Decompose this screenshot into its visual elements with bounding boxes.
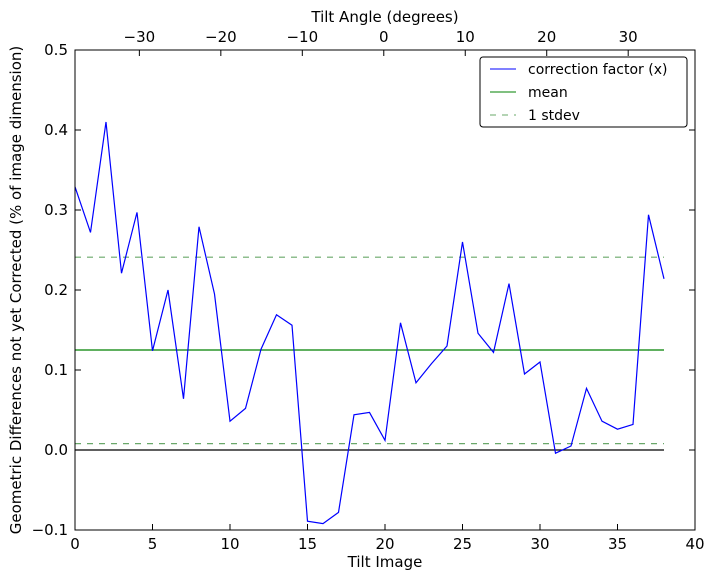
top-tick-label: −10 bbox=[286, 28, 318, 46]
y-axis-label: Geometric Differences not yet Corrected … bbox=[7, 46, 25, 535]
x-tick-label: 5 bbox=[148, 535, 158, 553]
top-axis-label: Tilt Angle (degrees) bbox=[310, 8, 458, 26]
legend-label-mean: mean bbox=[528, 85, 568, 101]
legend-frame bbox=[479, 56, 688, 128]
legend-label-correction: correction factor (x) bbox=[528, 62, 667, 78]
x-axis-label: Tilt Image bbox=[347, 553, 423, 571]
ticks: 0 5 10 15 20 25 30 35 40 −0.1 0.0 0.1 0.2 0.3 0.4 0.5 −3… bbox=[32, 28, 705, 553]
x-tick-label: 20 bbox=[375, 535, 394, 553]
x-tick-label: 30 bbox=[530, 535, 549, 553]
top-tick-label: 0 bbox=[379, 28, 389, 46]
x-tick-label: 35 bbox=[608, 535, 627, 553]
y-tick-label: 0.1 bbox=[44, 361, 68, 379]
y-tick-label: −0.1 bbox=[32, 521, 68, 539]
top-tick-label: 10 bbox=[456, 28, 475, 46]
legend: correction factor (x) mean 1 stdev bbox=[479, 56, 688, 128]
y-tick-label: 0.0 bbox=[44, 441, 68, 459]
y-tick-label: 0.5 bbox=[44, 41, 68, 59]
x-tick-label: 15 bbox=[298, 535, 317, 553]
y-tick-label: 0.3 bbox=[44, 201, 68, 219]
y-tick-label: 0.2 bbox=[44, 281, 68, 299]
top-tick-label: −20 bbox=[205, 28, 237, 46]
x-tick-label: 0 bbox=[70, 535, 80, 553]
x-tick-label: 25 bbox=[453, 535, 472, 553]
series-layer bbox=[74, 121, 665, 525]
x-tick-label: 40 bbox=[685, 535, 704, 553]
x-tick-label: 10 bbox=[220, 535, 239, 553]
top-tick-label: 20 bbox=[537, 28, 556, 46]
legend-label-stdev: 1 stdev bbox=[528, 108, 580, 124]
series-correction-factor-x- bbox=[74, 121, 665, 525]
y-tick-label: 0.4 bbox=[44, 121, 68, 139]
top-tick-label: −30 bbox=[124, 28, 156, 46]
top-tick-label: 30 bbox=[619, 28, 638, 46]
